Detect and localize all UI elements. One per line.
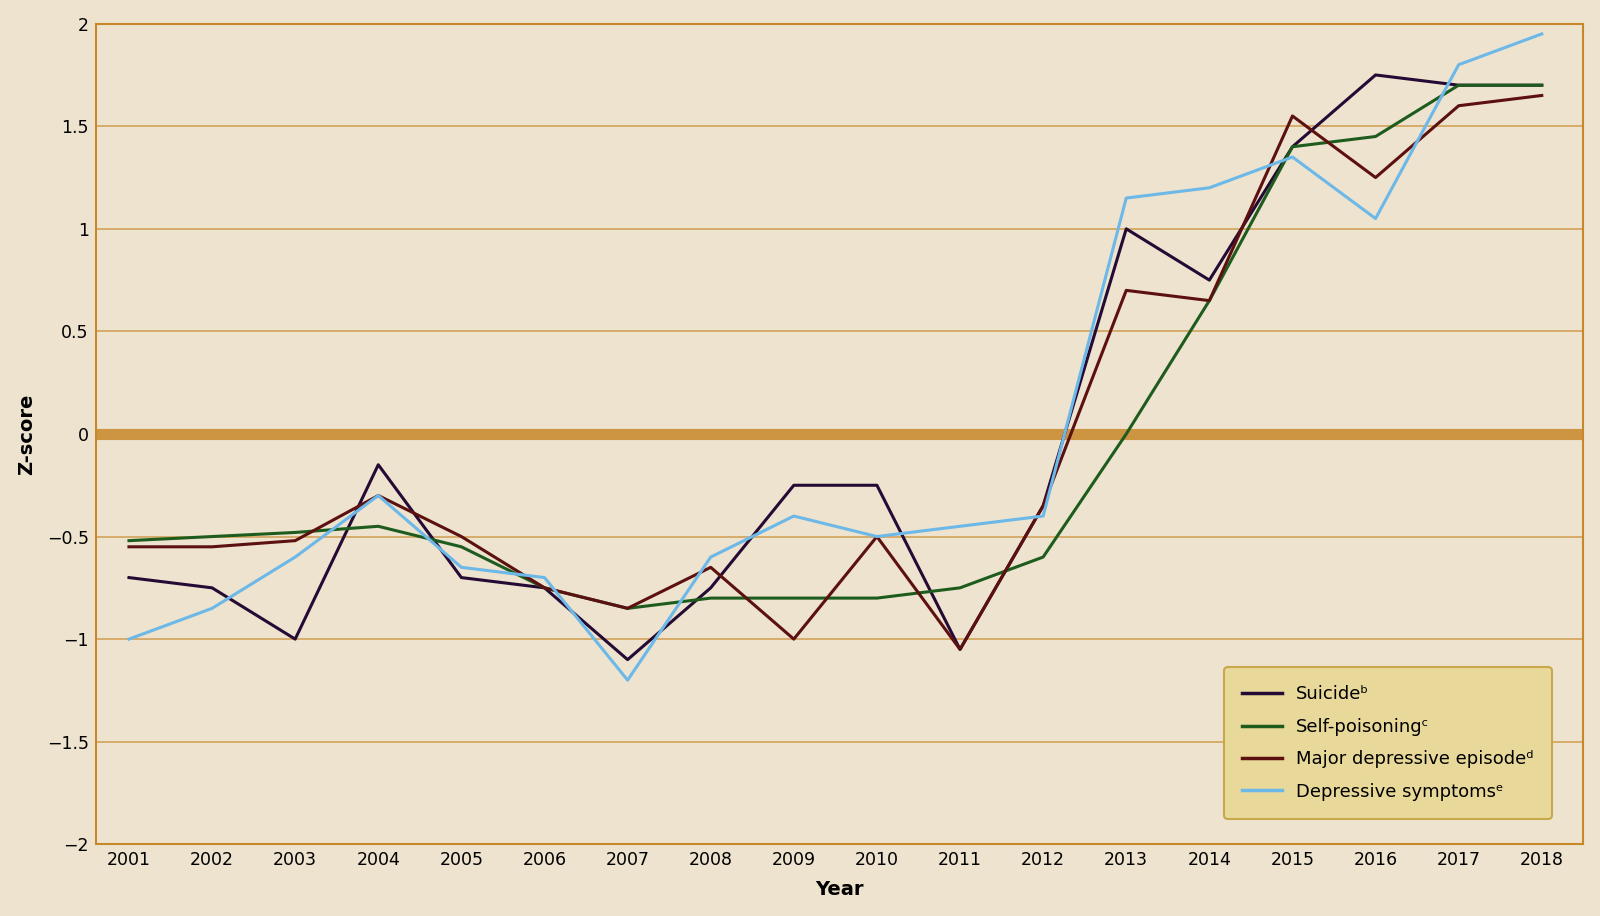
Legend: Suicideᵇ, Self-poisoningᶜ, Major depressive episodeᵈ, Depressive symptomsᵉ: Suicideᵇ, Self-poisoningᶜ, Major depress…	[1224, 668, 1552, 819]
Y-axis label: Z-score: Z-score	[16, 393, 35, 474]
X-axis label: Year: Year	[816, 880, 864, 900]
